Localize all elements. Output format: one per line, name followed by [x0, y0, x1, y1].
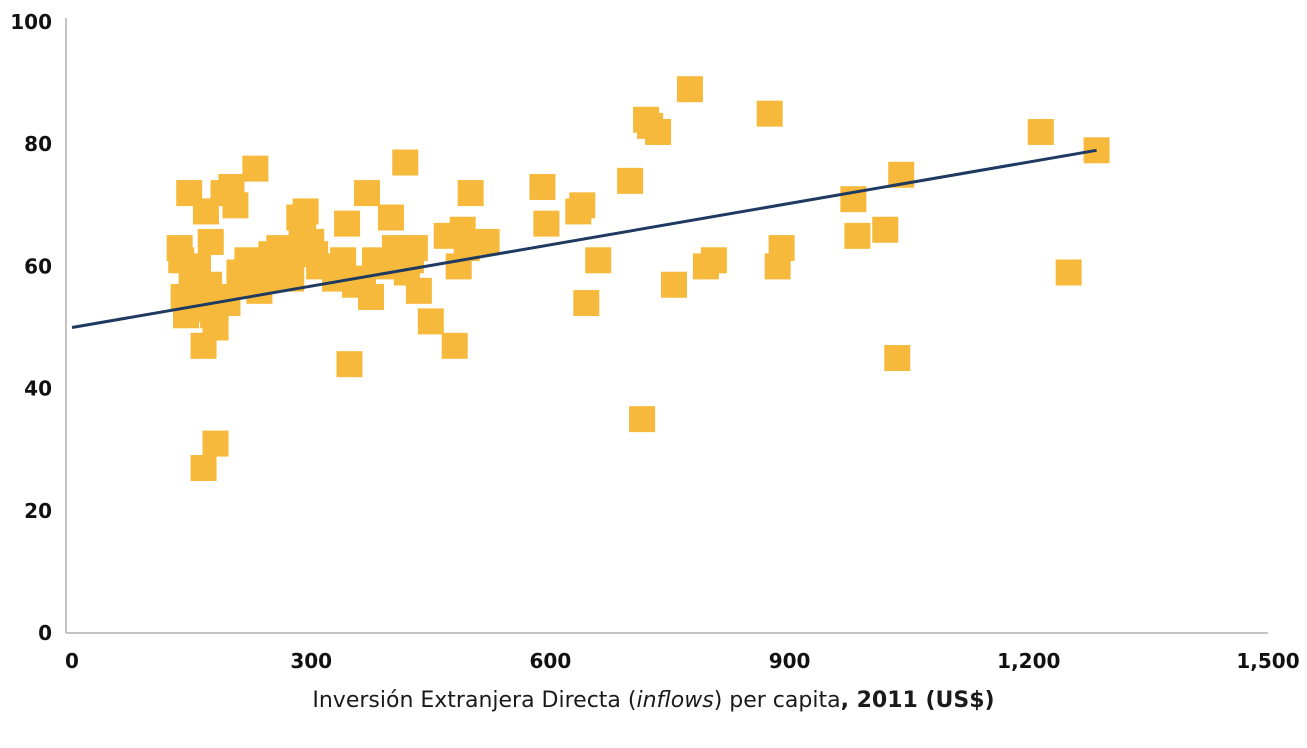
y-tick-label: 80	[24, 132, 52, 156]
data-point	[405, 277, 432, 304]
data-point	[660, 271, 687, 298]
x-tick-label: 1,200	[997, 649, 1060, 673]
x-tick-label: 1,500	[1236, 649, 1299, 673]
data-point	[190, 455, 217, 482]
data-point	[700, 247, 727, 274]
data-point	[197, 228, 224, 255]
trend-line	[71, 148, 1097, 329]
data-point	[354, 180, 381, 207]
data-point	[1027, 118, 1054, 145]
y-tick-label: 100	[10, 10, 52, 34]
data-point	[629, 406, 656, 433]
data-point	[884, 345, 911, 372]
data-point	[573, 290, 600, 317]
x-axis-label: Inversión Extranjera Directa (inflows) p…	[312, 688, 995, 713]
y-tick-label: 0	[38, 621, 52, 645]
data-point	[768, 235, 795, 262]
data-point	[756, 100, 783, 127]
data-point	[872, 216, 899, 243]
scatter-chart: 0 20 40 60 80 100 0 300 600 900 1,200 1,500	[10, 10, 1300, 673]
data-point	[377, 204, 404, 231]
data-points	[166, 76, 1110, 482]
data-point	[401, 235, 428, 262]
y-axis-ticks: 0 20 40 60 80 100	[10, 10, 52, 645]
data-point	[473, 228, 500, 255]
data-point	[202, 314, 229, 341]
data-point	[457, 180, 484, 207]
x-tick-label: 300	[290, 649, 332, 673]
y-tick-label: 40	[24, 377, 52, 401]
x-tick-label: 900	[769, 649, 811, 673]
data-point	[336, 351, 363, 378]
x-tick-label: 0	[65, 649, 79, 673]
data-point	[292, 198, 319, 225]
data-point	[392, 149, 419, 176]
data-point	[617, 167, 644, 194]
y-tick-label: 20	[24, 499, 52, 523]
data-point	[676, 76, 703, 103]
data-point	[533, 210, 560, 237]
data-point	[1055, 259, 1082, 286]
data-point	[242, 155, 269, 182]
data-point	[222, 192, 249, 219]
x-axis-ticks: 0 300 600 900 1,200 1,500	[65, 649, 1300, 673]
y-tick-label: 60	[24, 254, 52, 278]
data-point	[645, 118, 672, 145]
data-point	[569, 192, 596, 219]
data-point	[844, 222, 871, 249]
data-point	[202, 430, 229, 457]
data-point	[334, 210, 361, 237]
data-point	[441, 332, 468, 359]
data-point	[417, 308, 444, 335]
data-point	[529, 173, 556, 200]
x-tick-label: 600	[530, 649, 572, 673]
data-point	[358, 283, 384, 310]
data-point	[585, 247, 612, 274]
